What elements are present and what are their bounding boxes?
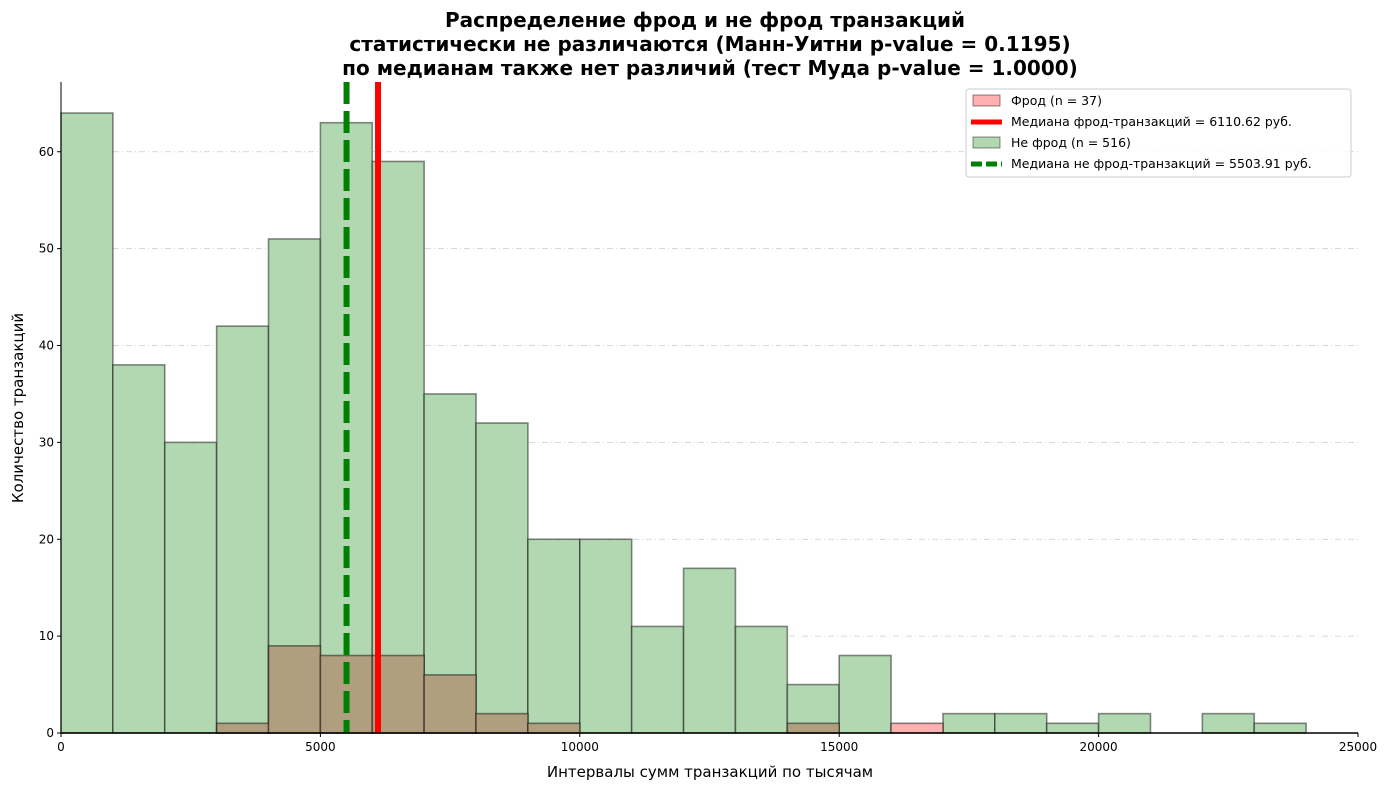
nonfraud-bar (215, 325, 270, 734)
nonfraud-bar (734, 625, 789, 734)
legend-label-nonfraud: Не фрод (n = 516) (1011, 135, 1131, 150)
legend-box (965, 88, 1352, 178)
x-axis-ticks: 0 5000 10000 15000 20000 25000 (57, 733, 1377, 754)
y-tick-label: 0 (46, 726, 54, 740)
y-axis-label: Количество транзакций (9, 313, 27, 503)
nonfraud-bar (942, 712, 996, 734)
fraud-bar (215, 722, 270, 734)
legend-swatch-fraud (972, 94, 1001, 107)
x-axis-label: Интервалы сумм транзакций по тысячам (547, 763, 873, 781)
nonfraud-bar (682, 567, 737, 734)
fraud-bar (786, 722, 841, 734)
nonfraud-bar (630, 625, 685, 734)
legend: Фрод (n = 37) Медиана фрод-транзакций = … (965, 88, 1352, 178)
axes (60, 82, 1358, 734)
y-tick-label: 30 (39, 435, 54, 449)
nonfraud-bar (1253, 722, 1307, 734)
title-line-1: Распределение фрод и не фрод транзакций (445, 8, 965, 32)
fraud-bar (423, 674, 477, 734)
fraud-bars (215, 645, 944, 734)
x-tick-label: 10000 (561, 740, 599, 754)
y-tick-label: 20 (39, 532, 54, 546)
legend-label-fraud-median: Медиана фрод-транзакций = 6110.62 руб. (1011, 114, 1292, 129)
legend-label-fraud: Фрод (n = 37) (1011, 93, 1102, 108)
nonfraud-bar (112, 364, 166, 734)
nonfraud-bar (60, 112, 114, 734)
y-tick-label: 40 (39, 339, 54, 353)
nonfraud-bar (994, 712, 1048, 734)
nonfraud-bar (1097, 712, 1152, 734)
nonfraud-bar (838, 654, 892, 734)
y-axis-ticks: 0 10 20 30 40 50 60 (39, 145, 61, 740)
y-tick-label: 10 (39, 629, 54, 643)
chart-title: Распределение фрод и не фрод транзакций … (342, 8, 1078, 80)
nonfraud-bar (527, 538, 581, 734)
title-line-2: статистически не различаются (Манн-Уитни… (349, 32, 1070, 56)
title-line-3: по медианам также нет различий (тест Муд… (342, 56, 1078, 80)
x-tick-label: 25000 (1339, 740, 1377, 754)
nonfraud-bar (1045, 722, 1100, 734)
fraud-bar (475, 712, 529, 734)
fraud-bar (890, 722, 944, 734)
legend-label-nonfraud-median: Медиана не фрод-транзакций = 5503.91 руб… (1011, 156, 1312, 171)
nonfraud-bars (60, 112, 1307, 734)
x-tick-label: 0 (57, 740, 65, 754)
nonfraud-bar (1201, 712, 1256, 734)
fraud-bar (267, 645, 322, 734)
nonfraud-bar (578, 538, 633, 734)
median-lines (343, 82, 382, 733)
legend-swatch-nonfraud (972, 136, 1001, 149)
x-tick-label: 20000 (1080, 740, 1118, 754)
nonfraud-bar (163, 441, 218, 734)
y-tick-label: 50 (39, 242, 54, 256)
y-tick-label: 60 (39, 145, 54, 159)
fraud-bar (527, 722, 581, 734)
nonfraud-bar (475, 422, 529, 734)
x-tick-label: 15000 (820, 740, 858, 754)
x-tick-label: 5000 (305, 740, 336, 754)
